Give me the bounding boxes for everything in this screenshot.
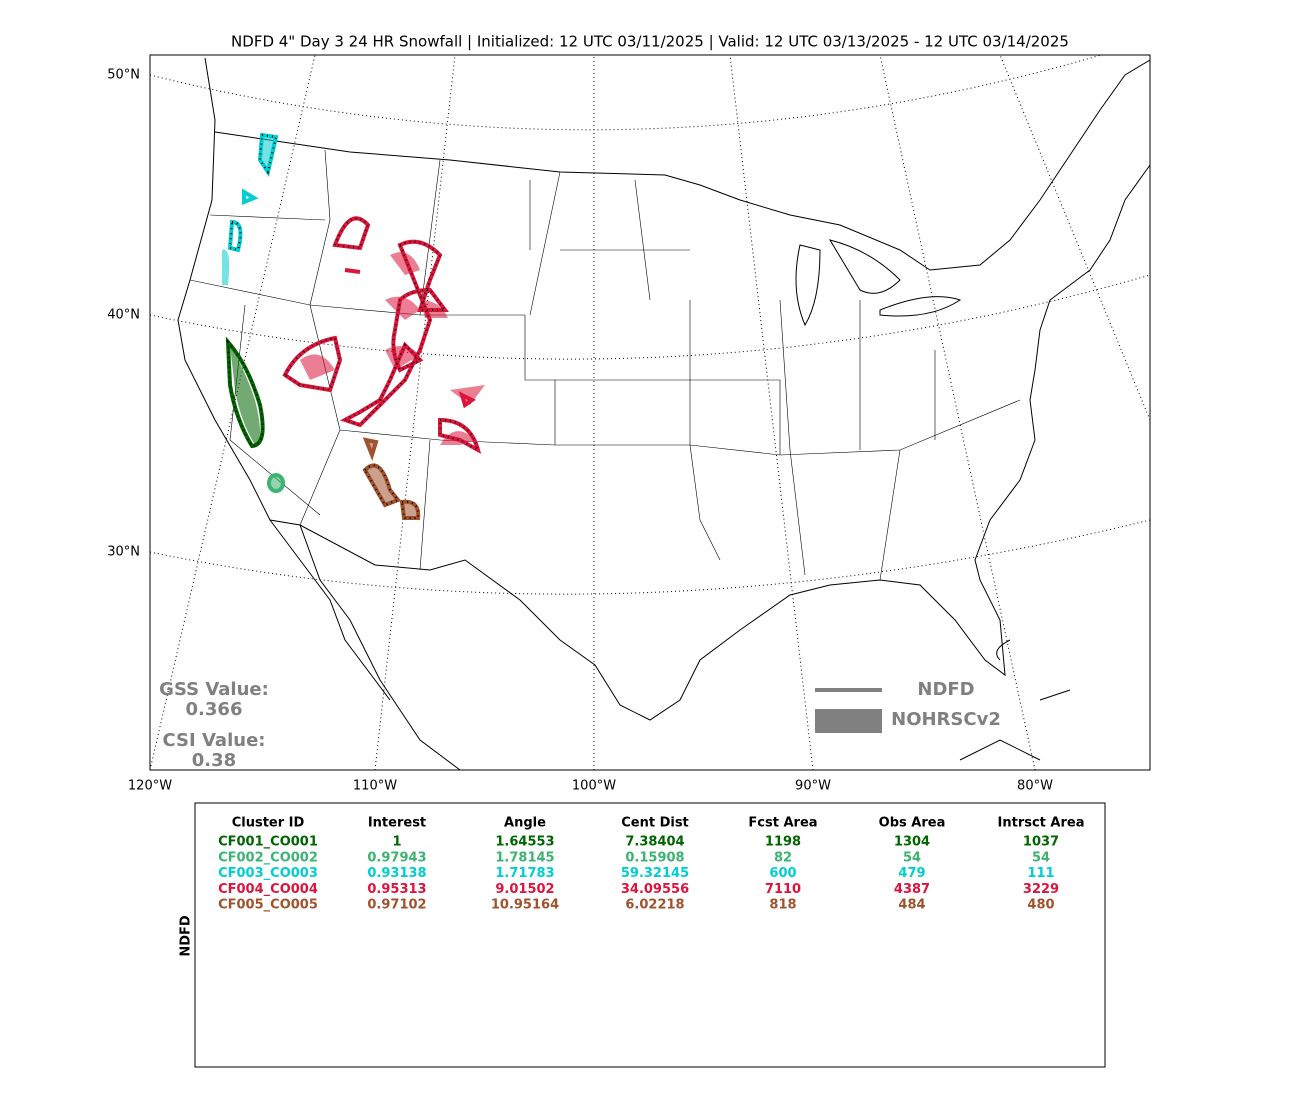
table-cell: 479: [898, 866, 925, 881]
legend-label: NDFD: [917, 679, 974, 700]
table-cell: 111: [1027, 866, 1054, 881]
table-cell: 59.32145: [621, 866, 689, 881]
table-cell: 10.95164: [491, 898, 559, 913]
cluster-3: [222, 132, 279, 285]
table-cell: 818: [769, 898, 796, 913]
table-cell: CF001_CO001: [218, 835, 318, 850]
table: NDFD Cluster ID Interest Angle Cent Dist Fcs…: [179, 802, 1106, 1068]
legend-label: NOHRSCv2: [891, 709, 1001, 730]
table-cell: 480: [1027, 898, 1054, 913]
table-cell: 54: [1032, 850, 1050, 865]
table-cell: 3229: [1023, 882, 1059, 897]
csi-label: CSI Value:: [163, 730, 266, 751]
cluster-1: [225, 336, 265, 449]
table-frame: [194, 802, 1106, 1068]
table-cell: 1304: [894, 835, 930, 850]
lon-label: 100°W: [572, 779, 616, 794]
legend-patch: [815, 709, 882, 733]
table-side-label: NDFD: [179, 915, 194, 957]
cluster-4: [282, 216, 485, 455]
cluster-2: [267, 473, 285, 493]
gss-value: 0.366: [186, 699, 243, 720]
table-cell: 6.02218: [625, 898, 684, 913]
lat-label: 40°N: [107, 308, 140, 323]
table-cell: CF004_CO004: [218, 882, 318, 897]
column-header: Intrsct Area: [998, 816, 1085, 831]
table-cell: 1: [392, 835, 401, 850]
table-cell: 0.93138: [367, 866, 426, 881]
lat-label: 30°N: [107, 545, 140, 560]
table-cell: 9.01502: [495, 882, 554, 897]
title: NDFD 4" Day 3 24 HR Snowfall | Initializ…: [231, 33, 1069, 51]
column-header: Angle: [504, 816, 546, 831]
clusters: [222, 132, 485, 520]
table-cell: CF002_CO002: [218, 850, 318, 865]
table-cell: 54: [903, 850, 921, 865]
lon-label: 120°W: [128, 779, 172, 794]
column-header: Cent Dist: [621, 816, 689, 831]
table-cell: 1037: [1023, 835, 1059, 850]
map: 50°N 40°N 30°N 120°W 110°W 100°W 90°W 80…: [107, 54, 1151, 794]
gss-label: GSS Value:: [159, 679, 269, 700]
lon-label: 90°W: [795, 779, 831, 794]
basemap: [150, 55, 1150, 770]
table-cell: 82: [774, 850, 792, 865]
map-frame: [149, 54, 1151, 771]
column-header: Fcst Area: [748, 816, 817, 831]
table-cell: CF003_CO003: [218, 866, 318, 881]
table-cell: 7110: [765, 882, 801, 897]
table-cell: 1198: [765, 835, 801, 850]
table-cell: CF005_CO005: [218, 898, 318, 913]
table-cell: 1.71783: [495, 866, 554, 881]
lon-label: 80°W: [1017, 779, 1053, 794]
table-cell: 0.97943: [367, 850, 426, 865]
table-cell: 4387: [894, 882, 930, 897]
column-header: Cluster ID: [232, 816, 305, 831]
table-cell: 484: [898, 898, 925, 913]
column-header: Obs Area: [879, 816, 946, 831]
table-cell: 0.15908: [625, 850, 684, 865]
table-cell: 600: [769, 866, 796, 881]
column-header: Interest: [368, 816, 426, 831]
table-cell: 0.95313: [367, 882, 426, 897]
lat-label: 50°N: [107, 68, 140, 83]
csi-value: 0.38: [192, 750, 236, 771]
table-cell: 1.64553: [495, 835, 554, 850]
lon-label: 110°W: [353, 779, 397, 794]
table-cell: 0.97102: [367, 898, 426, 913]
table-cell: 7.38404: [625, 835, 684, 850]
cluster-5: [362, 437, 421, 520]
table-cell: 1.78145: [495, 850, 554, 865]
table-cell: 34.09556: [621, 882, 689, 897]
